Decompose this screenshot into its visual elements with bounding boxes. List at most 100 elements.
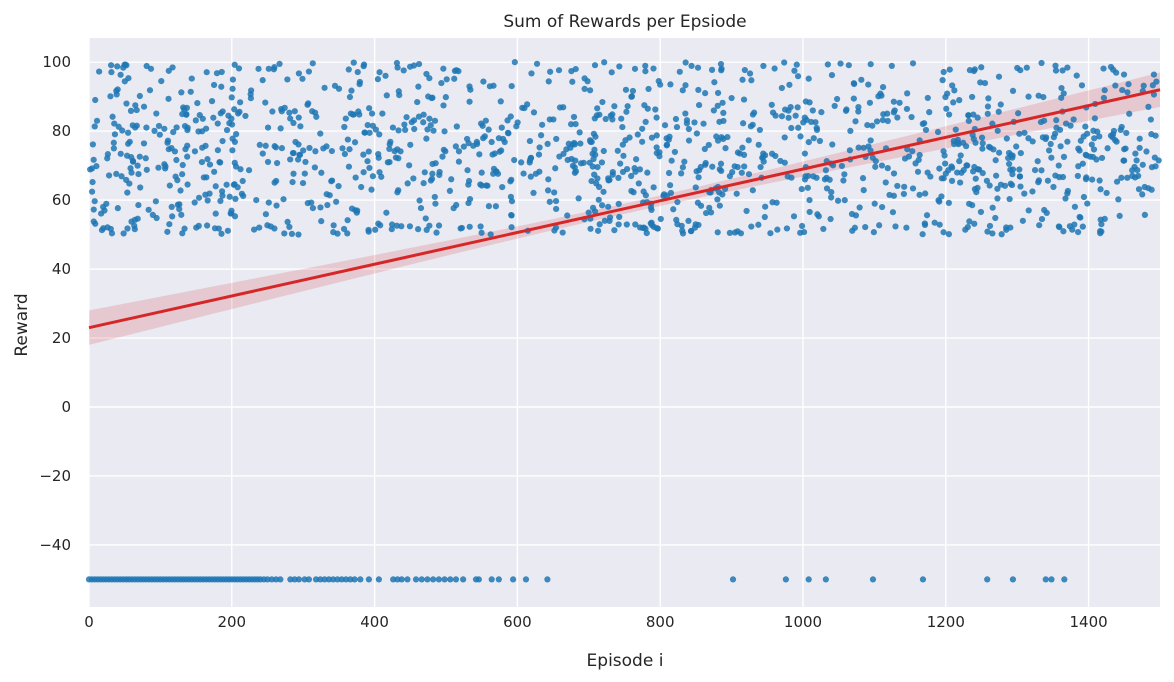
data-point [882, 179, 889, 186]
data-point [1120, 71, 1128, 78]
data-point [994, 195, 1001, 202]
data-point [828, 188, 835, 196]
data-point [1083, 152, 1090, 159]
data-point [760, 158, 767, 165]
data-point-failed [334, 576, 341, 583]
data-point [1123, 129, 1130, 137]
data-point [353, 209, 360, 216]
data-point [423, 135, 430, 142]
data-point [931, 219, 938, 226]
data-point [785, 107, 792, 114]
data-point [556, 104, 564, 111]
data-point [296, 151, 304, 158]
data-point-failed [452, 576, 460, 583]
data-point [120, 230, 127, 237]
data-point [231, 138, 238, 146]
data-point [841, 171, 848, 178]
data-point [592, 133, 599, 140]
data-point [788, 174, 795, 181]
data-point-failed [342, 576, 350, 583]
data-point [318, 218, 325, 225]
data-point [295, 231, 302, 238]
data-point [794, 73, 802, 80]
regression-line [88, 88, 1161, 330]
data-point [997, 101, 1004, 108]
data-point [694, 64, 702, 71]
data-point [530, 189, 537, 196]
data-point [846, 147, 853, 154]
data-point [822, 167, 829, 174]
data-point [345, 163, 353, 170]
data-point [311, 164, 318, 171]
data-point [199, 144, 206, 151]
data-point [697, 202, 705, 209]
data-point [155, 164, 162, 171]
data-point [978, 64, 985, 71]
data-point [1091, 115, 1098, 122]
data-point [1023, 64, 1030, 71]
data-point [642, 225, 649, 232]
data-point [384, 159, 391, 166]
data-point [878, 92, 885, 99]
data-point [585, 209, 592, 216]
data-point [430, 127, 437, 134]
y-tick-label: −20 [39, 467, 71, 485]
data-point [1003, 224, 1010, 231]
data-point [960, 139, 967, 146]
data-point [485, 126, 492, 133]
data-point [974, 184, 981, 191]
data-point [1090, 146, 1098, 153]
data-point [309, 108, 316, 115]
data-point [617, 160, 624, 167]
data-point [1139, 161, 1146, 168]
data-point [801, 176, 809, 183]
data-point [1029, 188, 1036, 195]
data-point [281, 230, 288, 237]
data-point [341, 150, 348, 158]
data-point [952, 126, 959, 133]
data-point [657, 215, 664, 223]
data-point [1025, 135, 1032, 142]
data-point [216, 159, 223, 166]
data-point [688, 227, 695, 235]
data-point [476, 151, 483, 158]
data-point [235, 65, 243, 72]
data-point [714, 102, 721, 109]
data-point [1074, 229, 1082, 236]
data-point [748, 77, 755, 84]
data-point [410, 117, 418, 124]
data-point [156, 131, 163, 138]
data-point [482, 117, 489, 124]
data-point [278, 145, 286, 152]
data-point [969, 93, 976, 101]
data-point [313, 113, 320, 120]
data-point [398, 223, 405, 230]
data-point [177, 187, 184, 194]
data-point [211, 168, 218, 175]
data-point [842, 107, 850, 114]
data-point [936, 221, 943, 228]
data-point [89, 178, 96, 186]
data-point [178, 89, 185, 96]
data-point [306, 144, 313, 152]
data-point [876, 222, 883, 229]
data-point-failed [404, 576, 411, 583]
data-point [181, 225, 188, 232]
data-point [1035, 177, 1043, 184]
data-point [478, 182, 485, 189]
data-point [269, 108, 276, 115]
data-point [350, 59, 357, 66]
data-point [511, 156, 518, 164]
data-point [1076, 147, 1083, 154]
data-point [432, 200, 439, 207]
data-point [645, 85, 652, 93]
data-point [1070, 116, 1077, 123]
data-point [814, 211, 821, 218]
data-point [125, 140, 132, 147]
data-point [1125, 81, 1132, 88]
data-point [976, 166, 983, 173]
data-point [400, 67, 407, 74]
data-point [276, 60, 283, 68]
data-point [183, 104, 190, 111]
data-point [850, 80, 857, 87]
